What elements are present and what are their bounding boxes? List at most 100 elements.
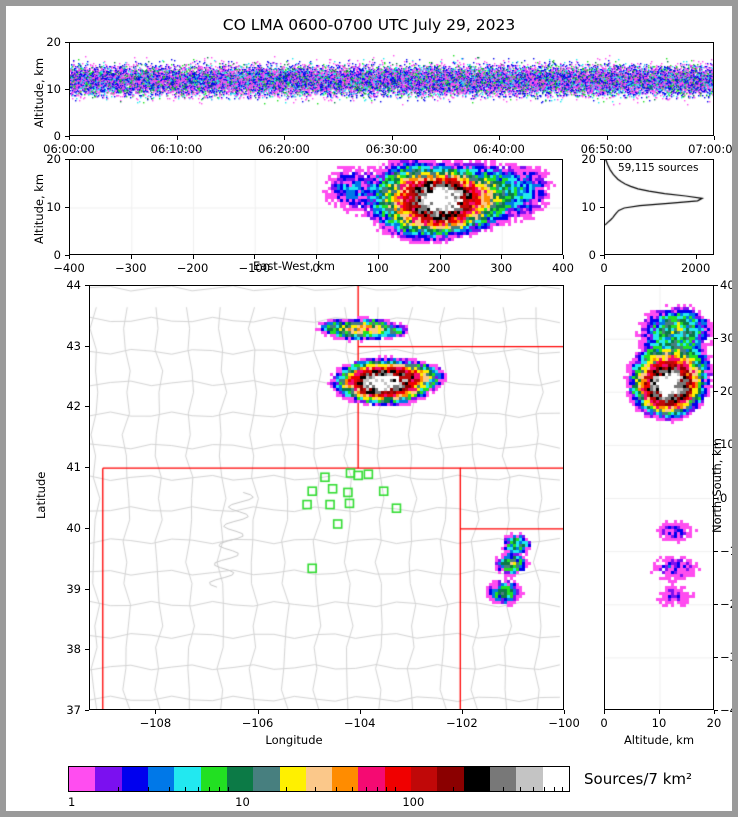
tick-mark xyxy=(714,656,718,658)
colorbar-segment xyxy=(305,767,333,791)
source-count-annotation: 59,115 sources xyxy=(618,162,699,174)
ns-ytick: −100 xyxy=(720,543,732,558)
tick-mark xyxy=(714,285,718,286)
tick-mark xyxy=(714,444,718,446)
tick-mark xyxy=(284,136,285,140)
map-xtick: −106 xyxy=(241,716,274,730)
colorbar-segment xyxy=(121,767,148,791)
map-xtick: −104 xyxy=(343,716,376,730)
time-xtick: 06:20:00 xyxy=(258,142,310,156)
tick-mark xyxy=(85,710,89,711)
colorbar-segment xyxy=(279,767,306,791)
colorbar-segment xyxy=(490,767,517,791)
tick-mark xyxy=(147,787,149,792)
map-xlabel: Longitude xyxy=(265,733,323,747)
tick-mark xyxy=(65,42,69,43)
tick-mark xyxy=(501,255,503,259)
tick-mark xyxy=(85,467,89,469)
tick-mark xyxy=(69,255,70,259)
colorbar-segment xyxy=(253,767,280,791)
ew-ytick: 10 xyxy=(46,200,61,214)
ew-xtick: −400 xyxy=(53,261,85,275)
map-ytick: 40 xyxy=(66,520,81,535)
colorbar[interactable] xyxy=(68,766,570,792)
tick-mark xyxy=(359,710,361,714)
tick-mark xyxy=(285,787,287,792)
tick-mark xyxy=(453,787,455,792)
east-west-xlabel: East-West, km xyxy=(253,259,335,273)
time-xtick: 07:00:00 xyxy=(688,142,732,156)
tick-mark xyxy=(65,255,69,256)
tick-mark xyxy=(600,255,604,256)
tick-mark xyxy=(315,787,317,792)
ew-xtick: 100 xyxy=(366,261,389,275)
colorbar-segment xyxy=(358,767,385,791)
hist-ytick: 10 xyxy=(581,200,596,214)
colorbar-tick: 10 xyxy=(235,795,250,809)
time-xtick: 06:30:00 xyxy=(365,142,418,156)
map-ytick: 43 xyxy=(66,338,81,353)
colorbar-segment xyxy=(226,767,254,791)
ns-ytick: −300 xyxy=(720,649,732,664)
map-xtick: −108 xyxy=(139,716,172,730)
colorbar-segment xyxy=(200,767,227,791)
tick-mark xyxy=(564,710,565,714)
ns-xtick: 20 xyxy=(706,716,722,730)
tick-mark xyxy=(65,159,69,160)
ns-ytick: 300 xyxy=(720,331,732,346)
ew-xtick: −100 xyxy=(238,261,271,275)
tick-mark xyxy=(606,136,608,140)
time-xtick: 06:10:00 xyxy=(150,142,203,156)
tick-mark xyxy=(714,710,718,711)
tick-mark xyxy=(85,527,89,529)
hist-ytick: 0 xyxy=(588,248,596,262)
tick-mark xyxy=(461,710,463,714)
tick-mark xyxy=(352,787,354,792)
map-ytick: 38 xyxy=(66,642,81,657)
map-ytick: 37 xyxy=(66,703,81,717)
tick-mark xyxy=(563,255,564,259)
tick-mark xyxy=(130,255,132,259)
colorbar-tick: 1 xyxy=(68,795,76,809)
colorbar-segment xyxy=(69,767,96,791)
ew-xtick: 200 xyxy=(428,261,451,275)
tick-mark xyxy=(209,787,211,792)
tick-mark xyxy=(168,787,170,792)
tick-mark xyxy=(65,207,69,208)
map-ytick: 44 xyxy=(66,278,81,292)
north-south-height-panel[interactable] xyxy=(604,285,714,710)
ew-xtick: 300 xyxy=(490,261,513,275)
altitude-histogram-panel[interactable] xyxy=(604,159,714,255)
ns-ytick: 200 xyxy=(720,384,732,399)
tick-mark xyxy=(395,787,396,792)
ns-ytick: −400 xyxy=(720,703,732,717)
ns-ytick: 0 xyxy=(720,490,728,505)
colorbar-tick: 100 xyxy=(402,795,425,809)
tick-mark xyxy=(377,255,379,259)
colorbar-segment xyxy=(411,767,438,791)
tick-mark xyxy=(85,649,89,651)
map-ytick: 41 xyxy=(66,460,81,475)
hist-ytick: 20 xyxy=(581,152,596,166)
tick-mark xyxy=(85,345,89,347)
tick-mark xyxy=(714,391,718,393)
tick-mark xyxy=(386,787,388,792)
time-ytick: 10 xyxy=(46,82,61,96)
tick-mark xyxy=(184,787,186,792)
tick-mark xyxy=(316,255,317,259)
colorbar-segment xyxy=(463,767,490,791)
tick-mark xyxy=(198,787,200,792)
tick-mark xyxy=(219,787,221,792)
tick-mark xyxy=(604,710,605,714)
map-plan-view-panel[interactable] xyxy=(89,285,564,710)
ew-ytick: 20 xyxy=(46,152,61,166)
tick-mark xyxy=(254,255,256,259)
tick-mark xyxy=(118,787,120,792)
east-west-height-panel[interactable] xyxy=(69,159,563,255)
tick-mark xyxy=(532,787,534,792)
time-height-panel[interactable] xyxy=(69,42,714,136)
colorbar-segment xyxy=(384,767,412,791)
tick-mark xyxy=(600,159,604,160)
time-ytick: 0 xyxy=(53,129,61,143)
ew-xtick: −200 xyxy=(176,261,209,275)
